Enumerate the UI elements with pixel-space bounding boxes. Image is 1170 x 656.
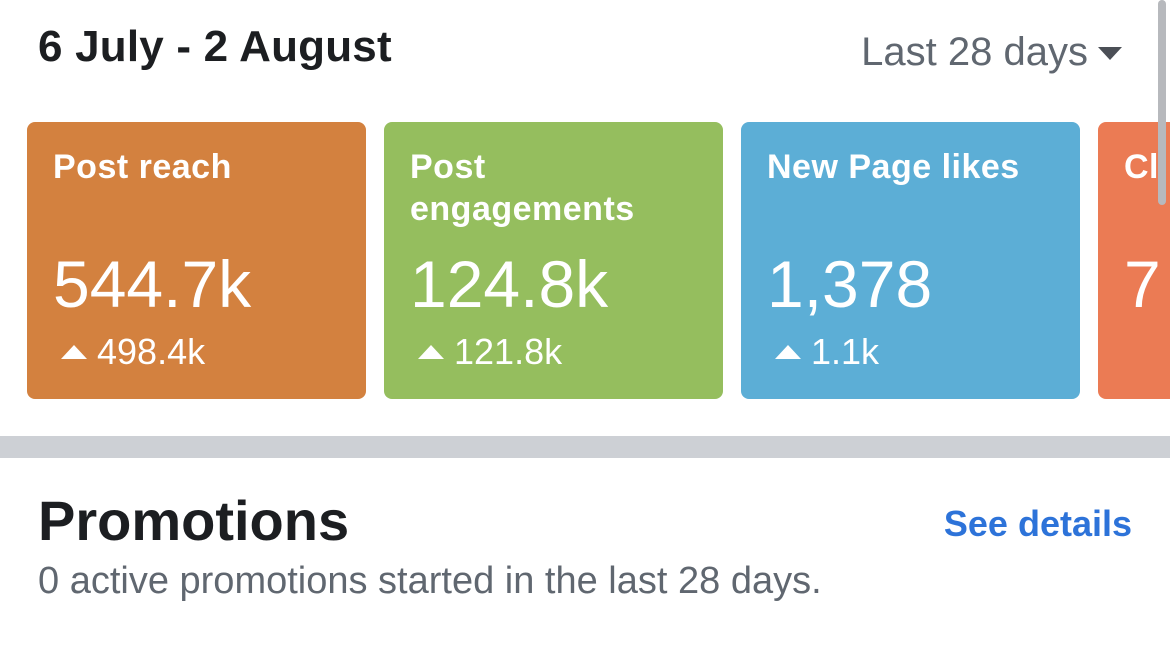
period-dropdown-label: Last 28 days (861, 30, 1088, 74)
period-dropdown[interactable]: Last 28 days (861, 30, 1122, 75)
metric-card-delta-value: 498.4k (97, 331, 206, 372)
metric-card-label: Post reach (53, 148, 232, 186)
metric-card-value: 1,378 (767, 247, 933, 321)
triangle-up-icon (418, 345, 444, 359)
metric-card-value: 124.8k (410, 247, 609, 321)
see-details-link[interactable]: See details (943, 503, 1132, 544)
metric-card-delta-value: 1.1k (811, 331, 880, 372)
metric-card-post-reach[interactable]: Post reach 544.7k 498.4k (27, 122, 366, 399)
triangle-up-icon (775, 345, 801, 359)
metric-card-label: Post engagements (410, 148, 635, 228)
scrollbar-thumb[interactable] (1158, 0, 1166, 205)
caret-down-icon (1098, 47, 1122, 60)
metric-cards-carousel[interactable]: Post reach 544.7k 498.4k Post engagement… (27, 122, 1170, 399)
metric-card-value: 544.7k (53, 247, 252, 321)
triangle-up-icon (61, 345, 87, 359)
metric-card-label: Cl (1124, 148, 1159, 186)
metric-card-delta-value: 121.8k (454, 331, 563, 372)
metric-card-delta: 1.1k (775, 330, 879, 374)
metric-card-new-page-likes[interactable]: New Page likes 1,378 1.1k (741, 122, 1080, 399)
metric-card-delta: 121.8k (418, 330, 562, 374)
promotions-title: Promotions (38, 489, 350, 552)
insights-header: 6 July - 2 August Last 28 days (0, 0, 1170, 100)
metric-card-value: 7 (1124, 247, 1161, 321)
metric-card-post-engagements[interactable]: Post engagements 124.8k 121.8k (384, 122, 723, 399)
metric-card-label: New Page likes (767, 148, 1020, 186)
section-divider (0, 436, 1170, 458)
metric-card-delta: 498.4k (61, 330, 205, 374)
date-range-title: 6 July - 2 August (38, 22, 392, 71)
promotions-subtitle: 0 active promotions started in the last … (38, 560, 822, 602)
